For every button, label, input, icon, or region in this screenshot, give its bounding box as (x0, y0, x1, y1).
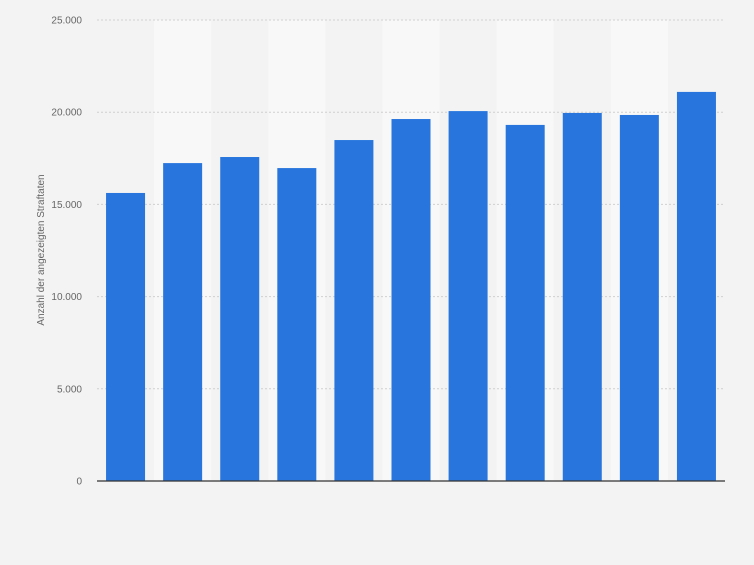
bar[interactable] (391, 119, 431, 481)
y-tick-label: 10.000 (51, 292, 82, 303)
bar[interactable] (277, 168, 317, 482)
bar[interactable] (448, 111, 488, 481)
bars (106, 91, 716, 482)
y-axis-label: Anzahl der angezeigten Straftaten (36, 174, 47, 325)
bar[interactable] (562, 112, 602, 482)
y-tick-label: 0 (76, 477, 82, 488)
y-tick-label: 20.000 (51, 108, 82, 119)
y-tick-label: 25.000 (51, 16, 82, 27)
y-tick-label: 5.000 (57, 384, 82, 395)
bar[interactable] (334, 140, 374, 481)
bar[interactable] (619, 114, 659, 481)
y-tick-label: 15.000 (51, 200, 82, 211)
bar[interactable] (106, 192, 146, 481)
y-axis-ticks: 0 5.000 10.000 15.000 20.000 25.000 (51, 16, 82, 488)
bar[interactable] (505, 124, 545, 482)
bar[interactable] (163, 163, 203, 481)
bar[interactable] (676, 91, 716, 481)
bar[interactable] (220, 157, 260, 481)
